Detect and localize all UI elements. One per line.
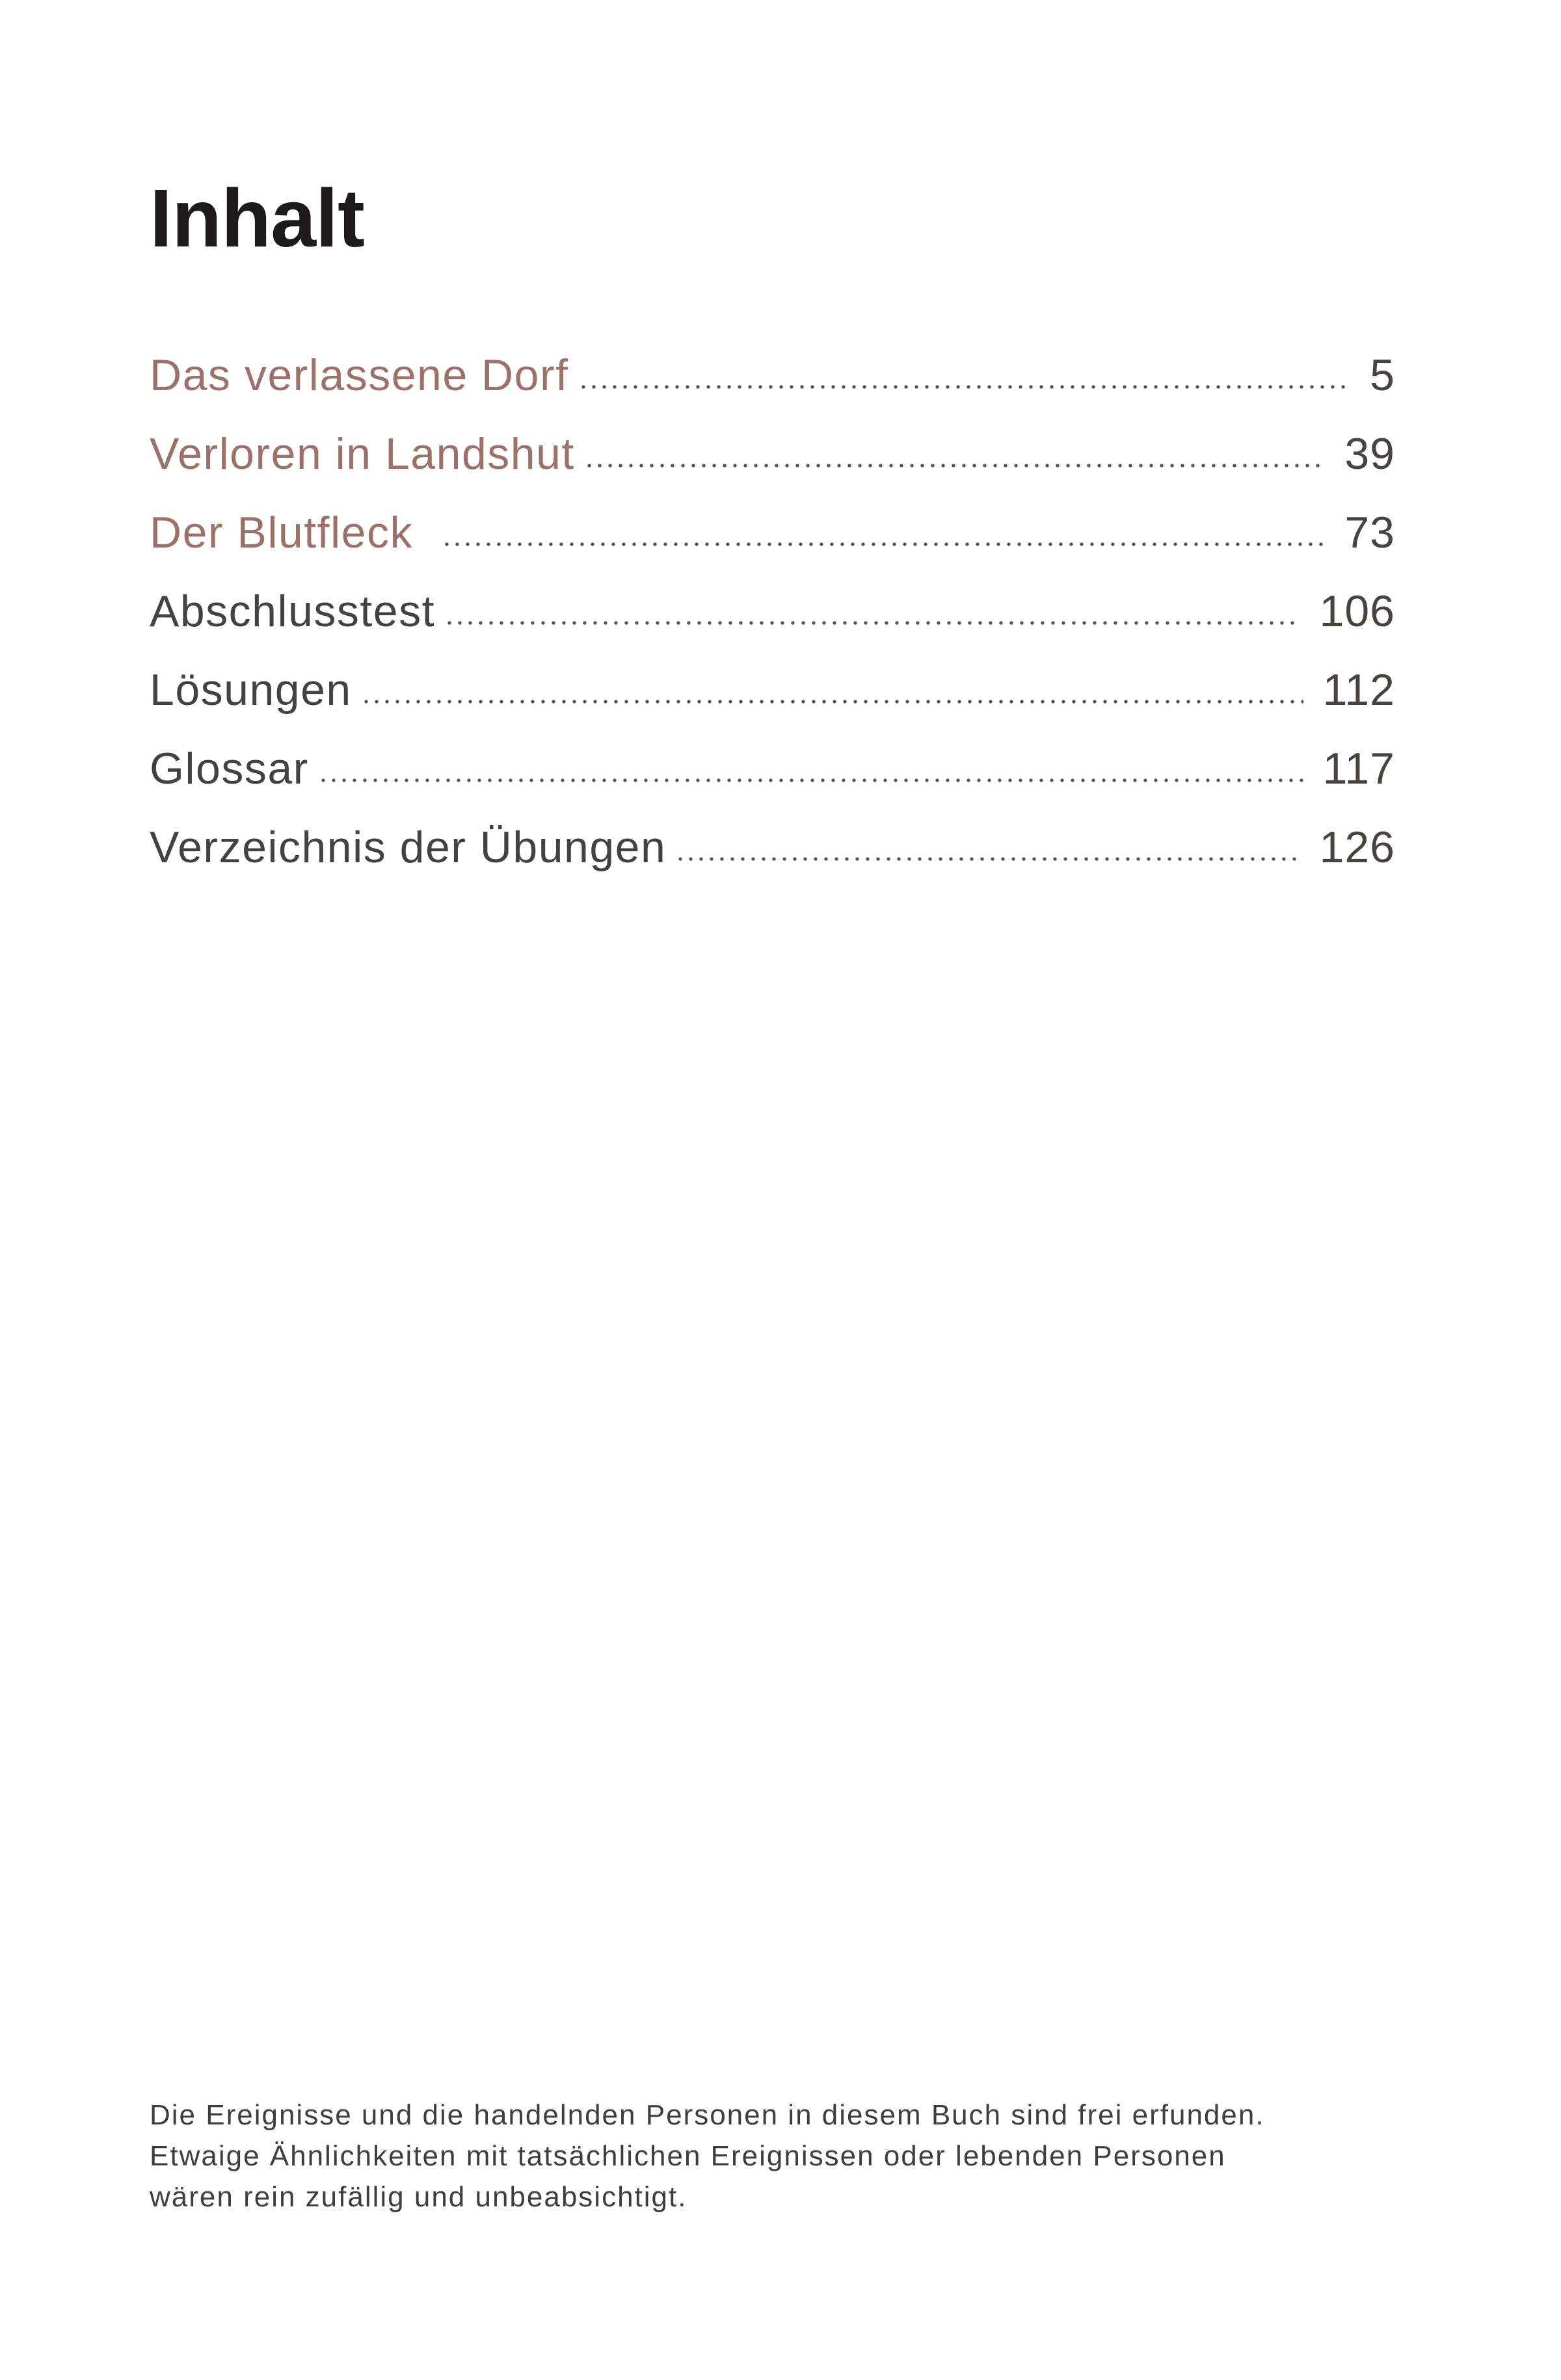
toc-entry: Das verlassene Dorf 5 [150, 353, 1395, 397]
disclaimer-line: Die Ereignisse und die handelnden Person… [150, 2099, 1265, 2131]
toc-entry: Abschlusstest 106 [150, 589, 1395, 633]
disclaimer-line: wären rein zufällig und unbeabsichtigt. [150, 2181, 687, 2213]
dot-leader [360, 698, 1303, 705]
dot-leader [583, 462, 1326, 469]
toc-list: Das verlassene Dorf 5 Verloren in Landshut… [150, 353, 1395, 904]
toc-entry: Lösungen 112 [150, 668, 1395, 712]
dot-leader [675, 856, 1300, 862]
toc-entry: Verzeichnis der Übungen 126 [150, 825, 1395, 869]
toc-entry: Verloren in Landshut 39 [150, 432, 1395, 476]
toc-entry: Glossar 117 [150, 747, 1395, 791]
toc-entry-title: Lösungen [150, 665, 352, 715]
toc-entry-title: Glossar [150, 744, 309, 793]
toc-entry-title: Abschlusstest [150, 587, 436, 636]
toc-entry-page-number: 126 [1319, 823, 1395, 872]
dot-leader [317, 777, 1303, 784]
toc-entry-page-number: 5 [1370, 350, 1395, 400]
toc-entry-page-number: 117 [1322, 744, 1395, 793]
toc-entry-title: Verzeichnis der Übungen [150, 823, 667, 872]
dot-leader [578, 384, 1351, 390]
toc-entry-page-number: 106 [1319, 587, 1395, 636]
toc-entry-page-number: 73 [1344, 508, 1395, 557]
toc-entry: Der Blutfleck 73 [150, 510, 1395, 555]
toc-entry-page-number: 112 [1322, 665, 1395, 715]
toc-entry-page-number: 39 [1344, 429, 1395, 479]
dot-leader [441, 541, 1326, 548]
toc-entry-title: Verloren in Landshut [150, 429, 575, 479]
toc-entry-title: Das verlassene Dorf [150, 350, 569, 400]
toc-entry-title: Der Blutfleck [150, 508, 413, 557]
disclaimer-line: Etwaige Ähnlichkeiten mit tatsächlichen … [150, 2140, 1226, 2172]
dot-leader [444, 620, 1300, 626]
page-title: Inhalt [150, 172, 365, 264]
disclaimer: Die Ereignisse und die handelnden Person… [150, 2095, 1444, 2217]
